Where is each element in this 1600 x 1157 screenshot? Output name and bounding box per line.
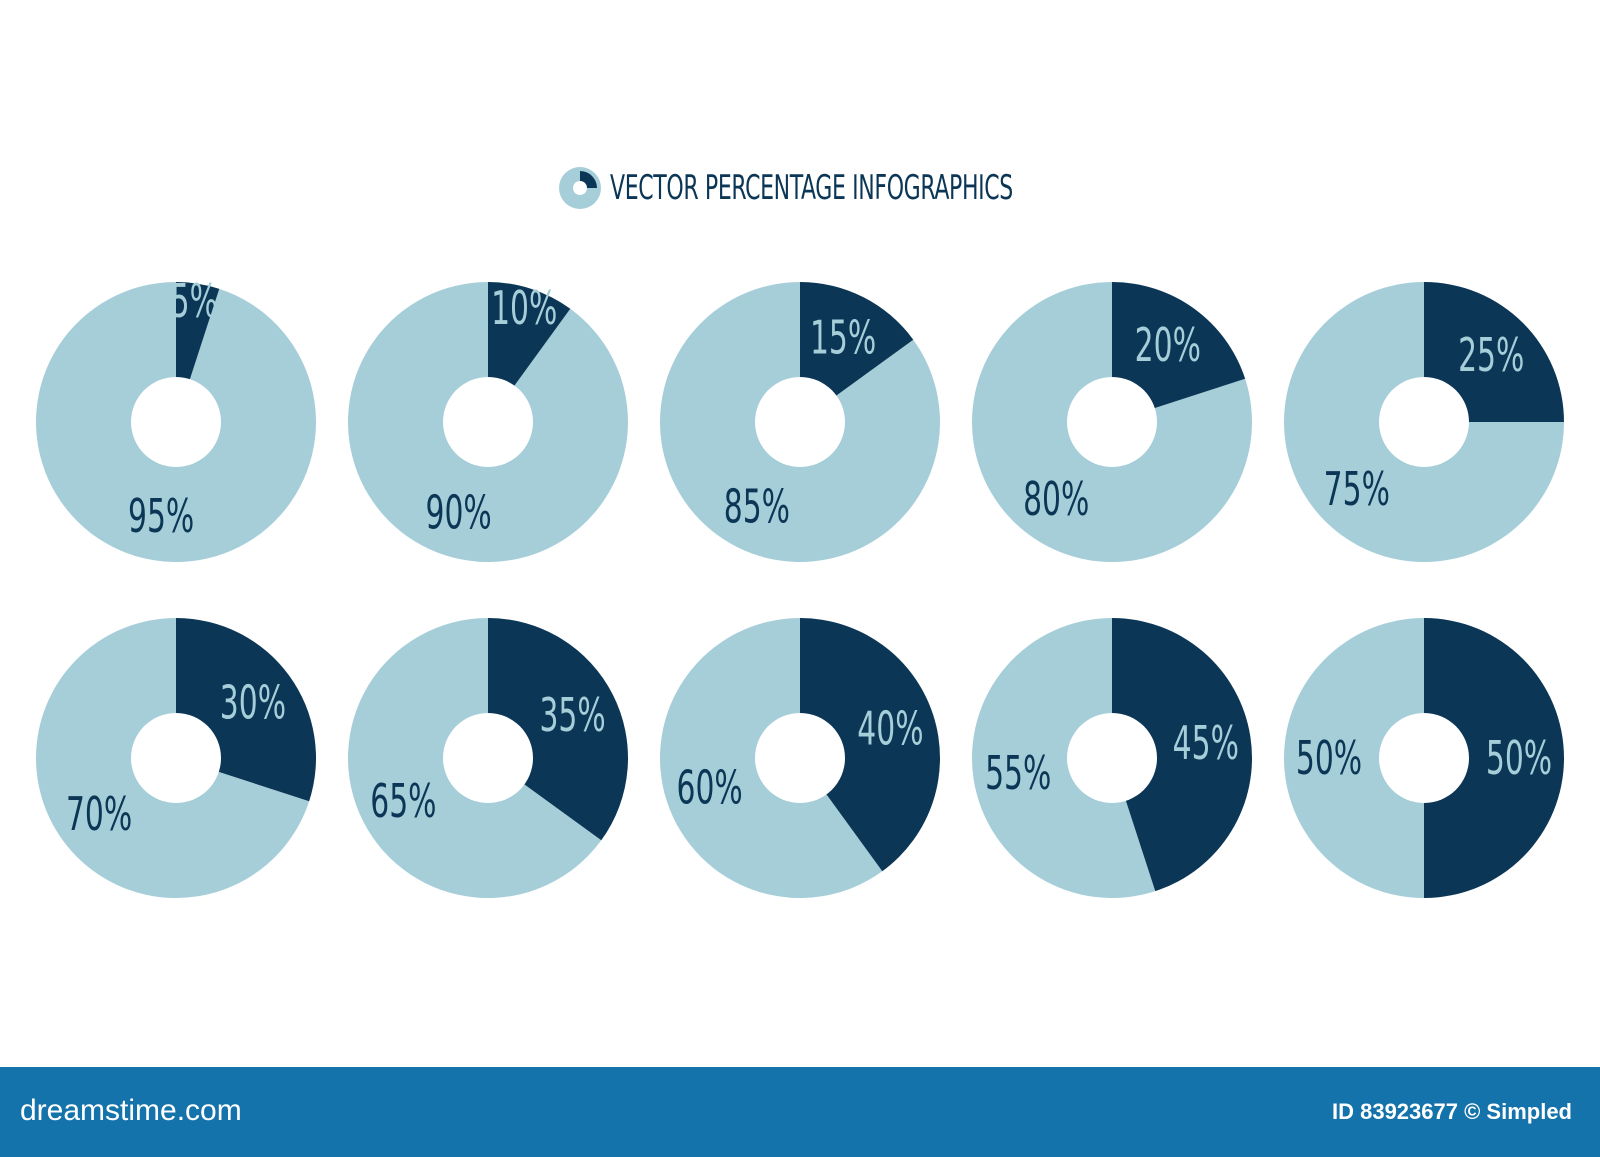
slice-value-label: 15%: [810, 312, 876, 365]
footer-brand: dreamstime.com: [20, 1094, 242, 1127]
donut-hole: [1067, 377, 1157, 467]
donut-chart: 40% 60%: [659, 618, 940, 899]
slice-remaining-label: 55%: [985, 748, 1051, 801]
slice-value: [488, 618, 628, 841]
donut-chart: 10% 90%: [347, 282, 628, 562]
donut-hole: [1379, 713, 1469, 803]
donut-chart: 30% 70%: [36, 618, 317, 898]
donut-chart: 25% 75%: [1284, 282, 1564, 562]
donut-chart: 35% 65%: [347, 618, 628, 898]
slice-value: [1112, 282, 1246, 422]
donut-hole: [443, 377, 533, 467]
slice-value: [800, 618, 940, 872]
slice-remaining-label: 90%: [425, 487, 491, 540]
donut-chart: 45% 55%: [972, 618, 1253, 898]
slice-value-label: 35%: [539, 690, 605, 743]
donut-hole: [131, 377, 221, 467]
pie-chart-icon: [559, 167, 601, 209]
slice-value-label: 5%: [171, 276, 218, 329]
slice-value-label: 10%: [491, 283, 557, 336]
slice-value-label: 40%: [857, 703, 923, 756]
slice-remaining-label: 85%: [724, 481, 790, 534]
slice-value-label: 45%: [1173, 718, 1239, 771]
slice-remaining-label: 65%: [370, 776, 436, 829]
slice-remaining-label: 60%: [676, 762, 742, 815]
slice-remaining-label: 95%: [128, 490, 194, 543]
slice-value: [1112, 618, 1253, 892]
donut-charts: 5% 95% 10% 90% 15% 85% 20% 80% 25% 75% 30% 70% 35% 65…: [36, 276, 1564, 899]
title-row: VECTOR PERCENTAGE INFOGRAPHICS: [558, 164, 1170, 212]
donut-chart: 15% 85%: [659, 282, 940, 562]
slice-value-label: 25%: [1458, 330, 1524, 383]
slice-remaining: [972, 618, 1156, 898]
footer-bar: dreamstime.com ID 83923677 © Simpled: [0, 1067, 1600, 1157]
slice-remaining-label: 70%: [66, 788, 132, 841]
slice-remaining: [1284, 618, 1424, 898]
slice-value: [800, 282, 914, 422]
donut-hole: [755, 377, 845, 467]
donut-chart: 5% 95%: [36, 276, 317, 563]
donut-chart: 20% 80%: [972, 282, 1253, 562]
donut-hole: [443, 713, 533, 803]
slice-value-label: 30%: [220, 677, 286, 730]
donut-hole: [755, 713, 845, 803]
slice-value-label: 50%: [1486, 733, 1552, 786]
donut-hole: [131, 713, 221, 803]
slice-remaining-label: 75%: [1324, 464, 1390, 517]
footer-image-id: ID 83923677 © Simpled: [1331, 1099, 1572, 1124]
donut-chart: 50% 50%: [1284, 618, 1564, 898]
slice-value-label: 20%: [1135, 320, 1201, 373]
donut-hole: [1379, 377, 1469, 467]
slice-value: [1424, 282, 1564, 422]
chart-title: VECTOR PERCENTAGE INFOGRAPHICS: [610, 168, 1013, 208]
slice-remaining-label: 50%: [1296, 733, 1362, 786]
donut-hole: [1067, 713, 1157, 803]
slice-remaining-label: 80%: [1023, 474, 1089, 527]
slice-value: [1424, 618, 1564, 898]
